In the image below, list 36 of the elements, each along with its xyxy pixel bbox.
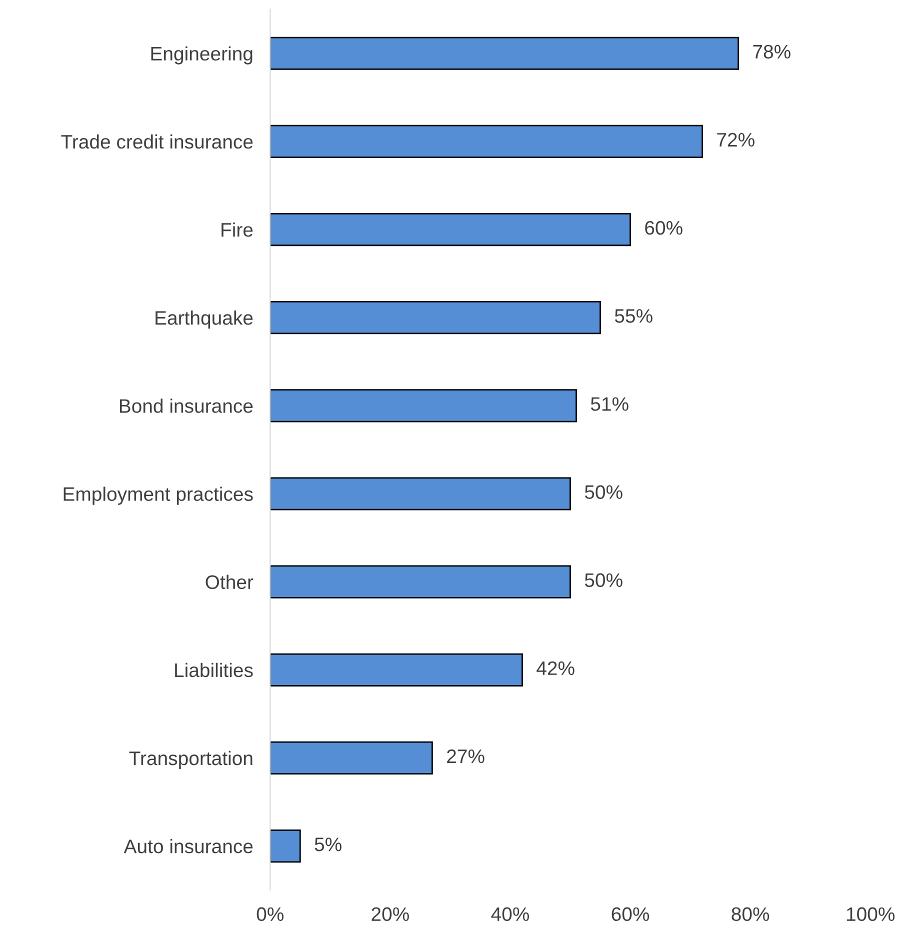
y-tick-label: Transportation (129, 750, 252, 770)
y-tick-label: Auto insurance (124, 839, 253, 854)
bar (270, 301, 601, 334)
y-tick-label: Liabilities (175, 662, 253, 678)
x-tick-label: 20% (372, 907, 409, 922)
data-label: 60% (645, 220, 682, 235)
x-tick-label: 100% (846, 907, 895, 922)
data-label: 72% (717, 132, 754, 147)
data-label: 27% (447, 749, 484, 764)
bar (270, 565, 571, 598)
y-tick-label: Employment practices (64, 486, 253, 505)
data-label: 50% (584, 485, 622, 499)
y-tick-label: Other (206, 574, 254, 590)
x-tick-label: 0% (256, 907, 284, 922)
bar (270, 124, 703, 158)
bar (270, 653, 523, 686)
data-label: 50% (584, 573, 622, 588)
y-tick-label: Trade credit insurance (61, 134, 253, 149)
y-tick-label: Engineering (151, 46, 252, 64)
x-tick-label: 40% (491, 907, 530, 922)
bar (270, 212, 631, 246)
x-tick-label: 80% (732, 907, 770, 922)
data-label: 78% (753, 44, 790, 59)
y-tick-label: Earthquake (156, 310, 253, 329)
bar (270, 741, 433, 775)
data-label: 5% (314, 838, 342, 852)
bar (270, 389, 577, 422)
data-label: 51% (590, 397, 628, 411)
y-tick-label: Bond insurance (120, 398, 253, 413)
bar (270, 829, 301, 863)
y-tick-label: Fire (222, 222, 253, 237)
x-tick-label: 60% (612, 907, 650, 922)
data-label: 42% (536, 661, 574, 676)
bar (270, 36, 740, 70)
data-label: 55% (614, 309, 652, 323)
bar (270, 477, 571, 510)
